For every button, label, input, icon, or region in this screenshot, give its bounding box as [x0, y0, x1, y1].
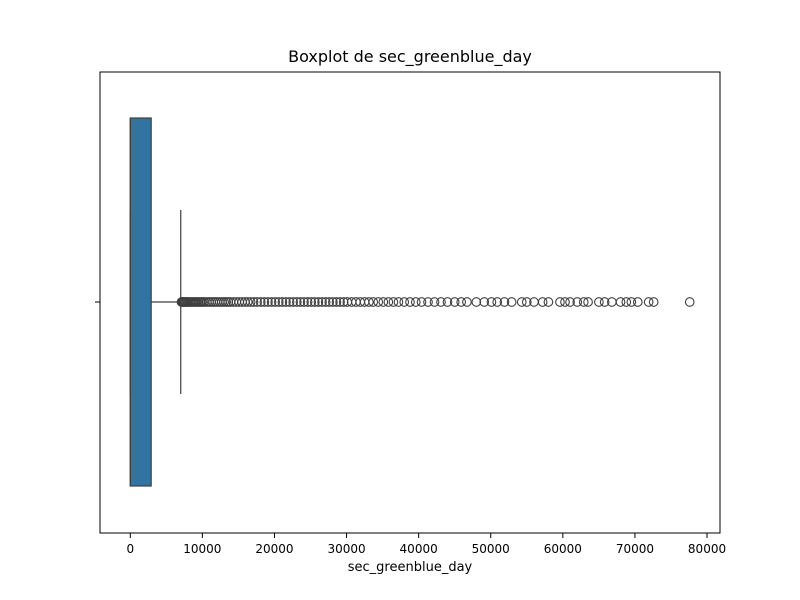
outlier-point — [248, 297, 259, 307]
outlier-point — [245, 297, 256, 307]
outlier-point — [266, 297, 277, 307]
outlier-point — [259, 297, 270, 307]
outlier-point — [255, 297, 266, 307]
outlier-point — [429, 297, 440, 307]
outlier-point — [331, 297, 342, 307]
chart-title: Boxplot de sec_greenblue_day — [288, 47, 532, 66]
outlier-point — [599, 297, 610, 307]
outlier-point — [471, 297, 482, 307]
outlier-point — [560, 297, 570, 307]
outlier-point — [288, 297, 299, 307]
outlier-point — [270, 297, 281, 307]
outlier-point — [277, 297, 288, 307]
x-axis-label: sec_greenblue_day — [347, 560, 473, 575]
outlier-point — [565, 297, 575, 307]
outlier-point — [594, 297, 604, 307]
outlier-point — [521, 297, 532, 307]
outlier-point — [309, 297, 320, 307]
outlier-point — [263, 297, 273, 307]
outlier-point — [338, 297, 349, 307]
outlier-point — [449, 297, 460, 307]
outlier-point — [506, 297, 517, 307]
outliers-layer — [176, 297, 695, 307]
outlier-point — [313, 297, 324, 307]
outlier-point — [320, 297, 331, 307]
outlier-point — [416, 297, 427, 307]
outlier-point — [436, 297, 446, 307]
x-tick-label: 30000 — [327, 542, 365, 556]
x-tick-label: 80000 — [688, 542, 726, 556]
outlier-point — [306, 297, 317, 307]
outlier-point — [410, 297, 421, 307]
outlier-point — [684, 297, 695, 307]
outlier-point — [378, 297, 389, 307]
outlier-point — [324, 297, 335, 307]
outlier-point — [284, 297, 295, 307]
outlier-point — [499, 297, 510, 307]
outlier-point — [383, 297, 394, 307]
outlier-point — [643, 297, 654, 307]
outlier-point — [648, 297, 659, 307]
outlier-point — [252, 297, 263, 307]
outlier-point — [291, 297, 302, 307]
outlier-point — [373, 297, 384, 307]
outlier-point — [572, 297, 583, 307]
outlier-point — [462, 297, 472, 307]
outlier-point — [537, 297, 548, 307]
outlier-point — [364, 297, 374, 307]
outlier-point — [456, 297, 467, 307]
outlier-point — [281, 297, 291, 307]
outlier-point — [388, 297, 399, 307]
outlier-point — [299, 297, 309, 307]
outlier-point — [516, 297, 527, 307]
box-layer — [129, 117, 182, 487]
outlier-point — [479, 297, 490, 307]
outlier-point — [615, 297, 626, 307]
outlier-point — [442, 297, 453, 307]
outlier-point — [335, 297, 345, 307]
x-tick-label: 60000 — [544, 542, 582, 556]
outlier-point — [543, 297, 554, 307]
outlier-point — [626, 297, 637, 307]
box-iqr — [129, 117, 152, 487]
outlier-point — [295, 297, 306, 307]
outlier-point — [621, 297, 632, 307]
x-tick-label: 70000 — [616, 542, 654, 556]
outlier-point — [492, 297, 503, 307]
outlier-point — [273, 297, 284, 307]
x-tick-label: 50000 — [472, 542, 510, 556]
outlier-point — [302, 297, 313, 307]
outlier-point — [405, 297, 415, 307]
outlier-point — [317, 297, 327, 307]
axis-layer: 0 10000 20000 30000 40000 50000 60000 70000 8000… — [95, 71, 726, 556]
outlier-point — [368, 297, 379, 307]
x-tick-label: 40000 — [400, 542, 438, 556]
x-tick-label: 0 — [126, 542, 134, 556]
outlier-point — [242, 297, 253, 307]
outlier-point — [632, 297, 643, 307]
outlier-point — [328, 297, 338, 307]
x-tick-label: 10000 — [183, 542, 221, 556]
outlier-point — [393, 297, 404, 307]
outlier-point — [423, 297, 433, 307]
outlier-point — [399, 297, 410, 307]
outlier-point — [486, 297, 497, 307]
outlier-point — [578, 297, 589, 307]
outlier-point — [583, 297, 593, 307]
x-tick-label: 20000 — [255, 542, 293, 556]
outlier-point — [555, 297, 565, 307]
